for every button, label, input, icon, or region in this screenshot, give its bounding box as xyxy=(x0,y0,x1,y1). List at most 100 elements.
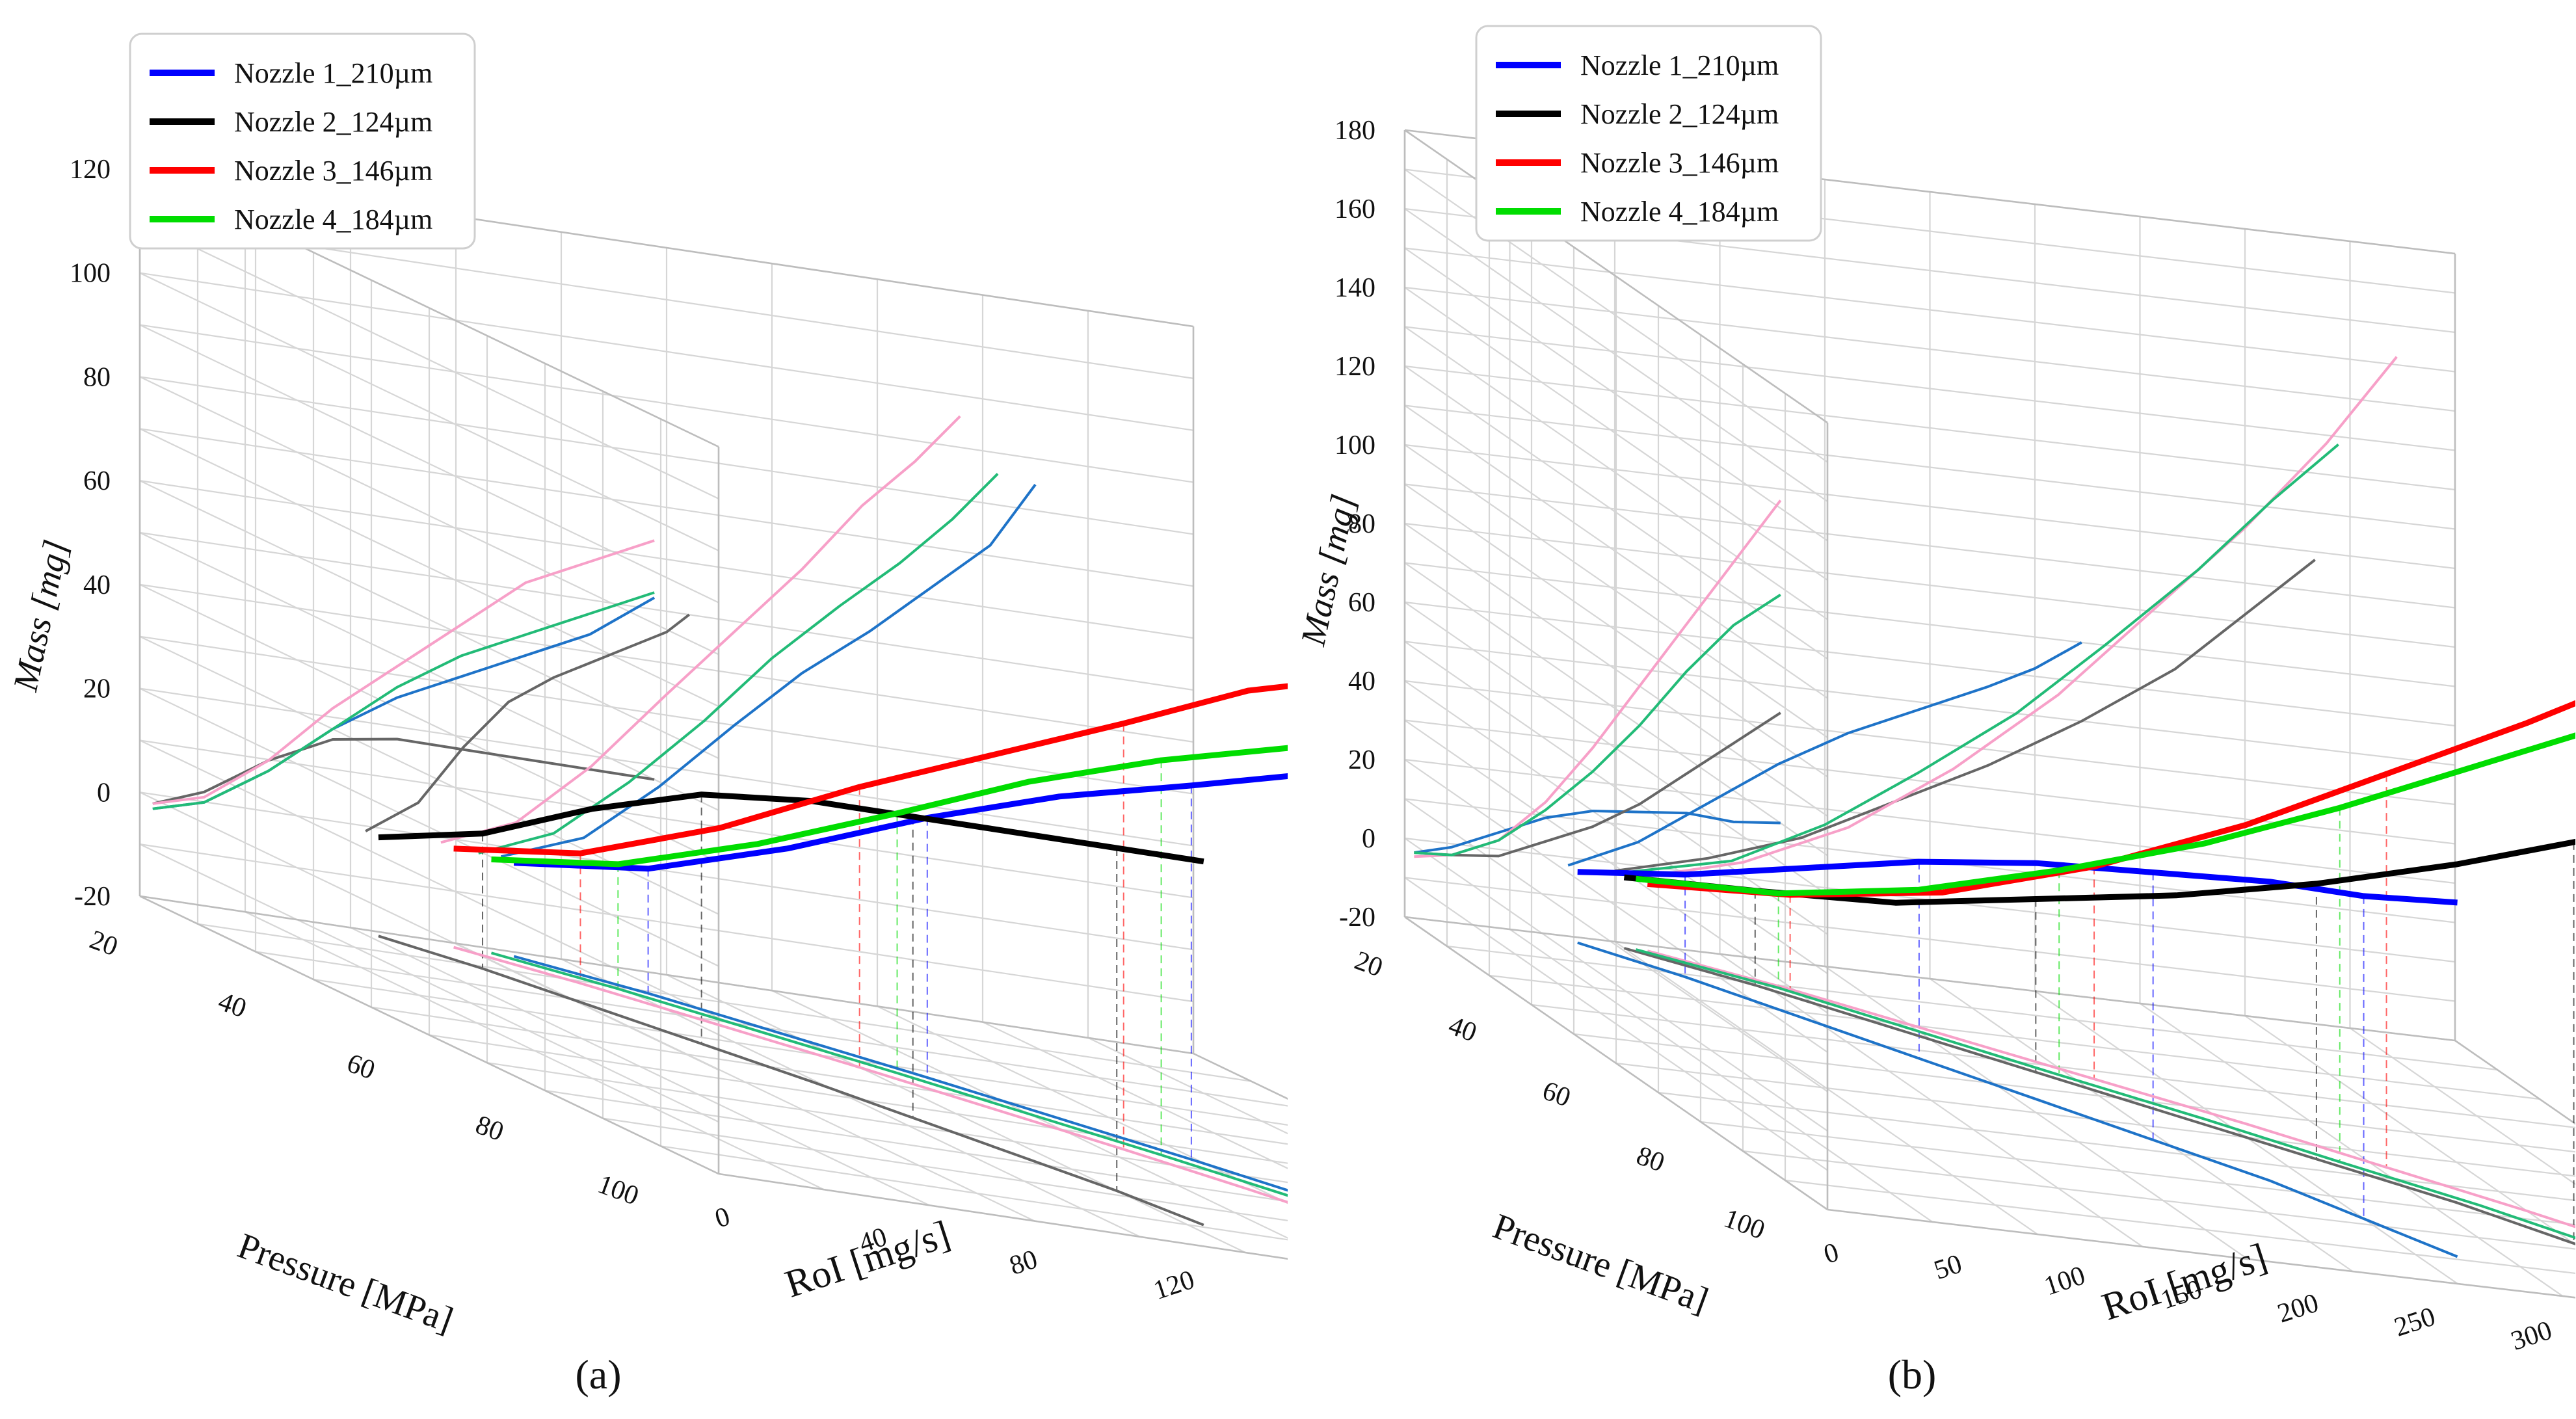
panel-b-projection-xz-2 xyxy=(1414,499,1782,858)
panel-b-floor-grid-line xyxy=(1614,941,2038,1235)
panel-a-z-tick-label: -20 xyxy=(74,882,111,912)
panel-b-wall-grid-line xyxy=(1404,758,2456,884)
panel-b-label: (b) xyxy=(1888,1351,1937,1398)
panel-a-projection-yz-3 xyxy=(478,473,999,855)
panel-a-x-tick-label: 20 xyxy=(86,925,122,962)
panel-b-floor-grid-line xyxy=(2139,1003,2564,1297)
panel-b-drop-lines xyxy=(1684,774,2575,1243)
panel-b-legend-label-3: Nozzle 4_184µm xyxy=(1580,196,1779,228)
panel-b-wall-grid-line xyxy=(1404,601,2456,727)
panel-b-projection-xy-2 xyxy=(1647,949,2575,1228)
panel-a-label: (a) xyxy=(575,1351,621,1398)
panel-a-z-tick-label: 40 xyxy=(83,570,111,600)
panel-b-x-tick-label: 100 xyxy=(1720,1203,1769,1245)
panel-b-projection-xz-1 xyxy=(1414,711,1781,858)
panel-a-legend-label-2: Nozzle 3_146µm xyxy=(234,155,432,187)
panel-a-x-tick-label: 60 xyxy=(343,1048,378,1086)
panel-a-projection-xy-0 xyxy=(513,955,1288,1192)
panel-b-series xyxy=(1577,700,2575,906)
panel-a-grid xyxy=(139,168,1288,1260)
panel-b-z-tick-label: 140 xyxy=(1334,273,1375,303)
panel-a-wall-grid-line xyxy=(139,480,719,760)
panel-a-floor-grid-line xyxy=(245,911,825,1191)
panel-a-floor-grid-line xyxy=(313,979,1288,1126)
panel-a-projections xyxy=(152,415,1288,1227)
chart-panel-a: -200204060801001202040608010004080120160… xyxy=(5,33,1288,1398)
panel-b-wall-grid-line xyxy=(1404,444,1828,738)
panel-b-wall-grid-line xyxy=(1404,838,1828,1132)
panel-b-box-edge xyxy=(1827,1208,2575,1299)
panel-b-legend-label-1: Nozzle 2_124µm xyxy=(1580,98,1779,130)
panel-b-y-tick-label: 0 xyxy=(1820,1238,1842,1270)
chart-panel-b: -20 0 20 40 60 80 100 120 140 160 180 20 40 60 80 100 0 5… xyxy=(1288,0,2575,1419)
panel-a-wall-grid-line xyxy=(139,480,1194,639)
panel-b-wall-grid-line xyxy=(1404,404,2456,530)
panel-a-x-tick-label: 40 xyxy=(215,987,250,1024)
panel-a-wall-grid-line xyxy=(139,428,1194,587)
panel-a-floor-grid-line xyxy=(429,1034,1288,1164)
panel-a-floor-grid-line xyxy=(771,990,1288,1239)
panel-a-box-edge xyxy=(139,895,1194,1055)
panel-a-z-tick-label: 100 xyxy=(70,259,111,289)
panel-b-y-tick-label: 250 xyxy=(2391,1302,2439,1343)
panel-a-z-tick-label: 60 xyxy=(83,466,111,496)
panel-a-floor-grid-line xyxy=(666,974,1246,1253)
panel-b-wall-grid-line xyxy=(1404,326,1828,620)
panel-a-wall-grid-line xyxy=(139,687,719,967)
panel-a-x-tick-label: 80 xyxy=(471,1110,507,1148)
panel-a-series-line-3 xyxy=(491,745,1288,868)
panel-b-wall-grid-line xyxy=(1404,522,2456,648)
panel-b-legend-label-2: Nozzle 3_146µm xyxy=(1580,147,1779,179)
panel-a-y-tick-label: 120 xyxy=(1150,1265,1198,1306)
panel-a-z-tick-label: 20 xyxy=(83,674,111,704)
panel-a-ticks: -200204060801001202040608010004080120160… xyxy=(70,155,1198,1306)
panel-a-z-tick-label: 80 xyxy=(83,362,111,392)
panel-b-wall-grid-line xyxy=(1404,877,1828,1171)
panel-a-legend-label-1: Nozzle 2_124µm xyxy=(234,106,432,138)
panel-a-legend: Nozzle 1_210µm Nozzle 2_124µm Nozzle 3_146… xyxy=(129,33,476,250)
panel-b-projection-yz-1 xyxy=(1614,559,2316,873)
panel-b-z-tick-label: 20 xyxy=(1348,745,1375,775)
panel-b-projection-xz-0 xyxy=(1414,809,1781,855)
panel-b-z-tick-label: 80 xyxy=(1348,509,1375,539)
panel-a-z-axis-label: Mass [mg] xyxy=(5,537,75,695)
panel-b-wall-grid-line xyxy=(1404,444,2456,570)
panel-b-z-tick-label: 0 xyxy=(1362,824,1375,854)
panel-a-wall-grid-line xyxy=(139,272,719,551)
panel-b-wall-grid-line xyxy=(1404,641,2456,766)
panel-b-projection-yz-2 xyxy=(1638,356,2398,879)
panel-b-z-axis-label: Mass [mg] xyxy=(1293,491,1363,650)
panel-b-y-axis-label: RoI [mg/s] xyxy=(2097,1235,2272,1329)
panel-b-floor-grid-line xyxy=(1719,953,2144,1247)
panel-b-wall-grid-line xyxy=(1404,168,1828,463)
panel-b-projection-xz-3 xyxy=(1414,593,1781,856)
panel-b-wall-grid-line xyxy=(1404,247,2456,373)
panel-b-projection-xy-3 xyxy=(1635,948,2575,1240)
panel-b-series-line-3 xyxy=(1635,732,2575,897)
panel-b-z-tick-label: 120 xyxy=(1334,352,1375,382)
panel-a-wall-grid-line xyxy=(139,739,1194,899)
panel-a-projection-xz-0 xyxy=(152,596,656,810)
panel-b-z-tick-label: 60 xyxy=(1348,588,1375,618)
panel-b-wall-grid-line xyxy=(1404,326,2456,451)
panel-a-series-line-0 xyxy=(514,773,1288,872)
panel-b-floor-grid-line xyxy=(1509,929,1933,1223)
panel-b-wall-grid-line xyxy=(1404,365,2456,491)
panel-b-projections xyxy=(1414,356,2575,1258)
panel-b-wall-grid-line xyxy=(1404,680,1828,974)
panel-b-floor-grid-line xyxy=(2349,1028,2575,1186)
panel-b-x-tick-label: 20 xyxy=(1351,946,1387,983)
panel-a-x-axis-label: Pressure [MPa] xyxy=(233,1226,458,1341)
panel-b-box-edge xyxy=(1404,916,1828,1211)
panel-a-z-tick-label: 120 xyxy=(70,155,111,185)
panel-b-projection-xy-1 xyxy=(1623,947,2575,1245)
panel-b-wall-grid-line xyxy=(1404,562,2456,687)
panel-a-wall-grid-line xyxy=(139,583,1194,743)
panel-b-wall-grid-line xyxy=(1404,641,1828,935)
panel-b-wall-grid-line xyxy=(1404,719,1828,1014)
panel-b-wall-grid-line xyxy=(1404,208,1828,502)
panel-b-y-tick-label: 100 xyxy=(2041,1260,2089,1301)
panel-b-wall-grid-line xyxy=(1404,759,1828,1053)
panel-b-floor-grid-line xyxy=(1824,966,2248,1260)
